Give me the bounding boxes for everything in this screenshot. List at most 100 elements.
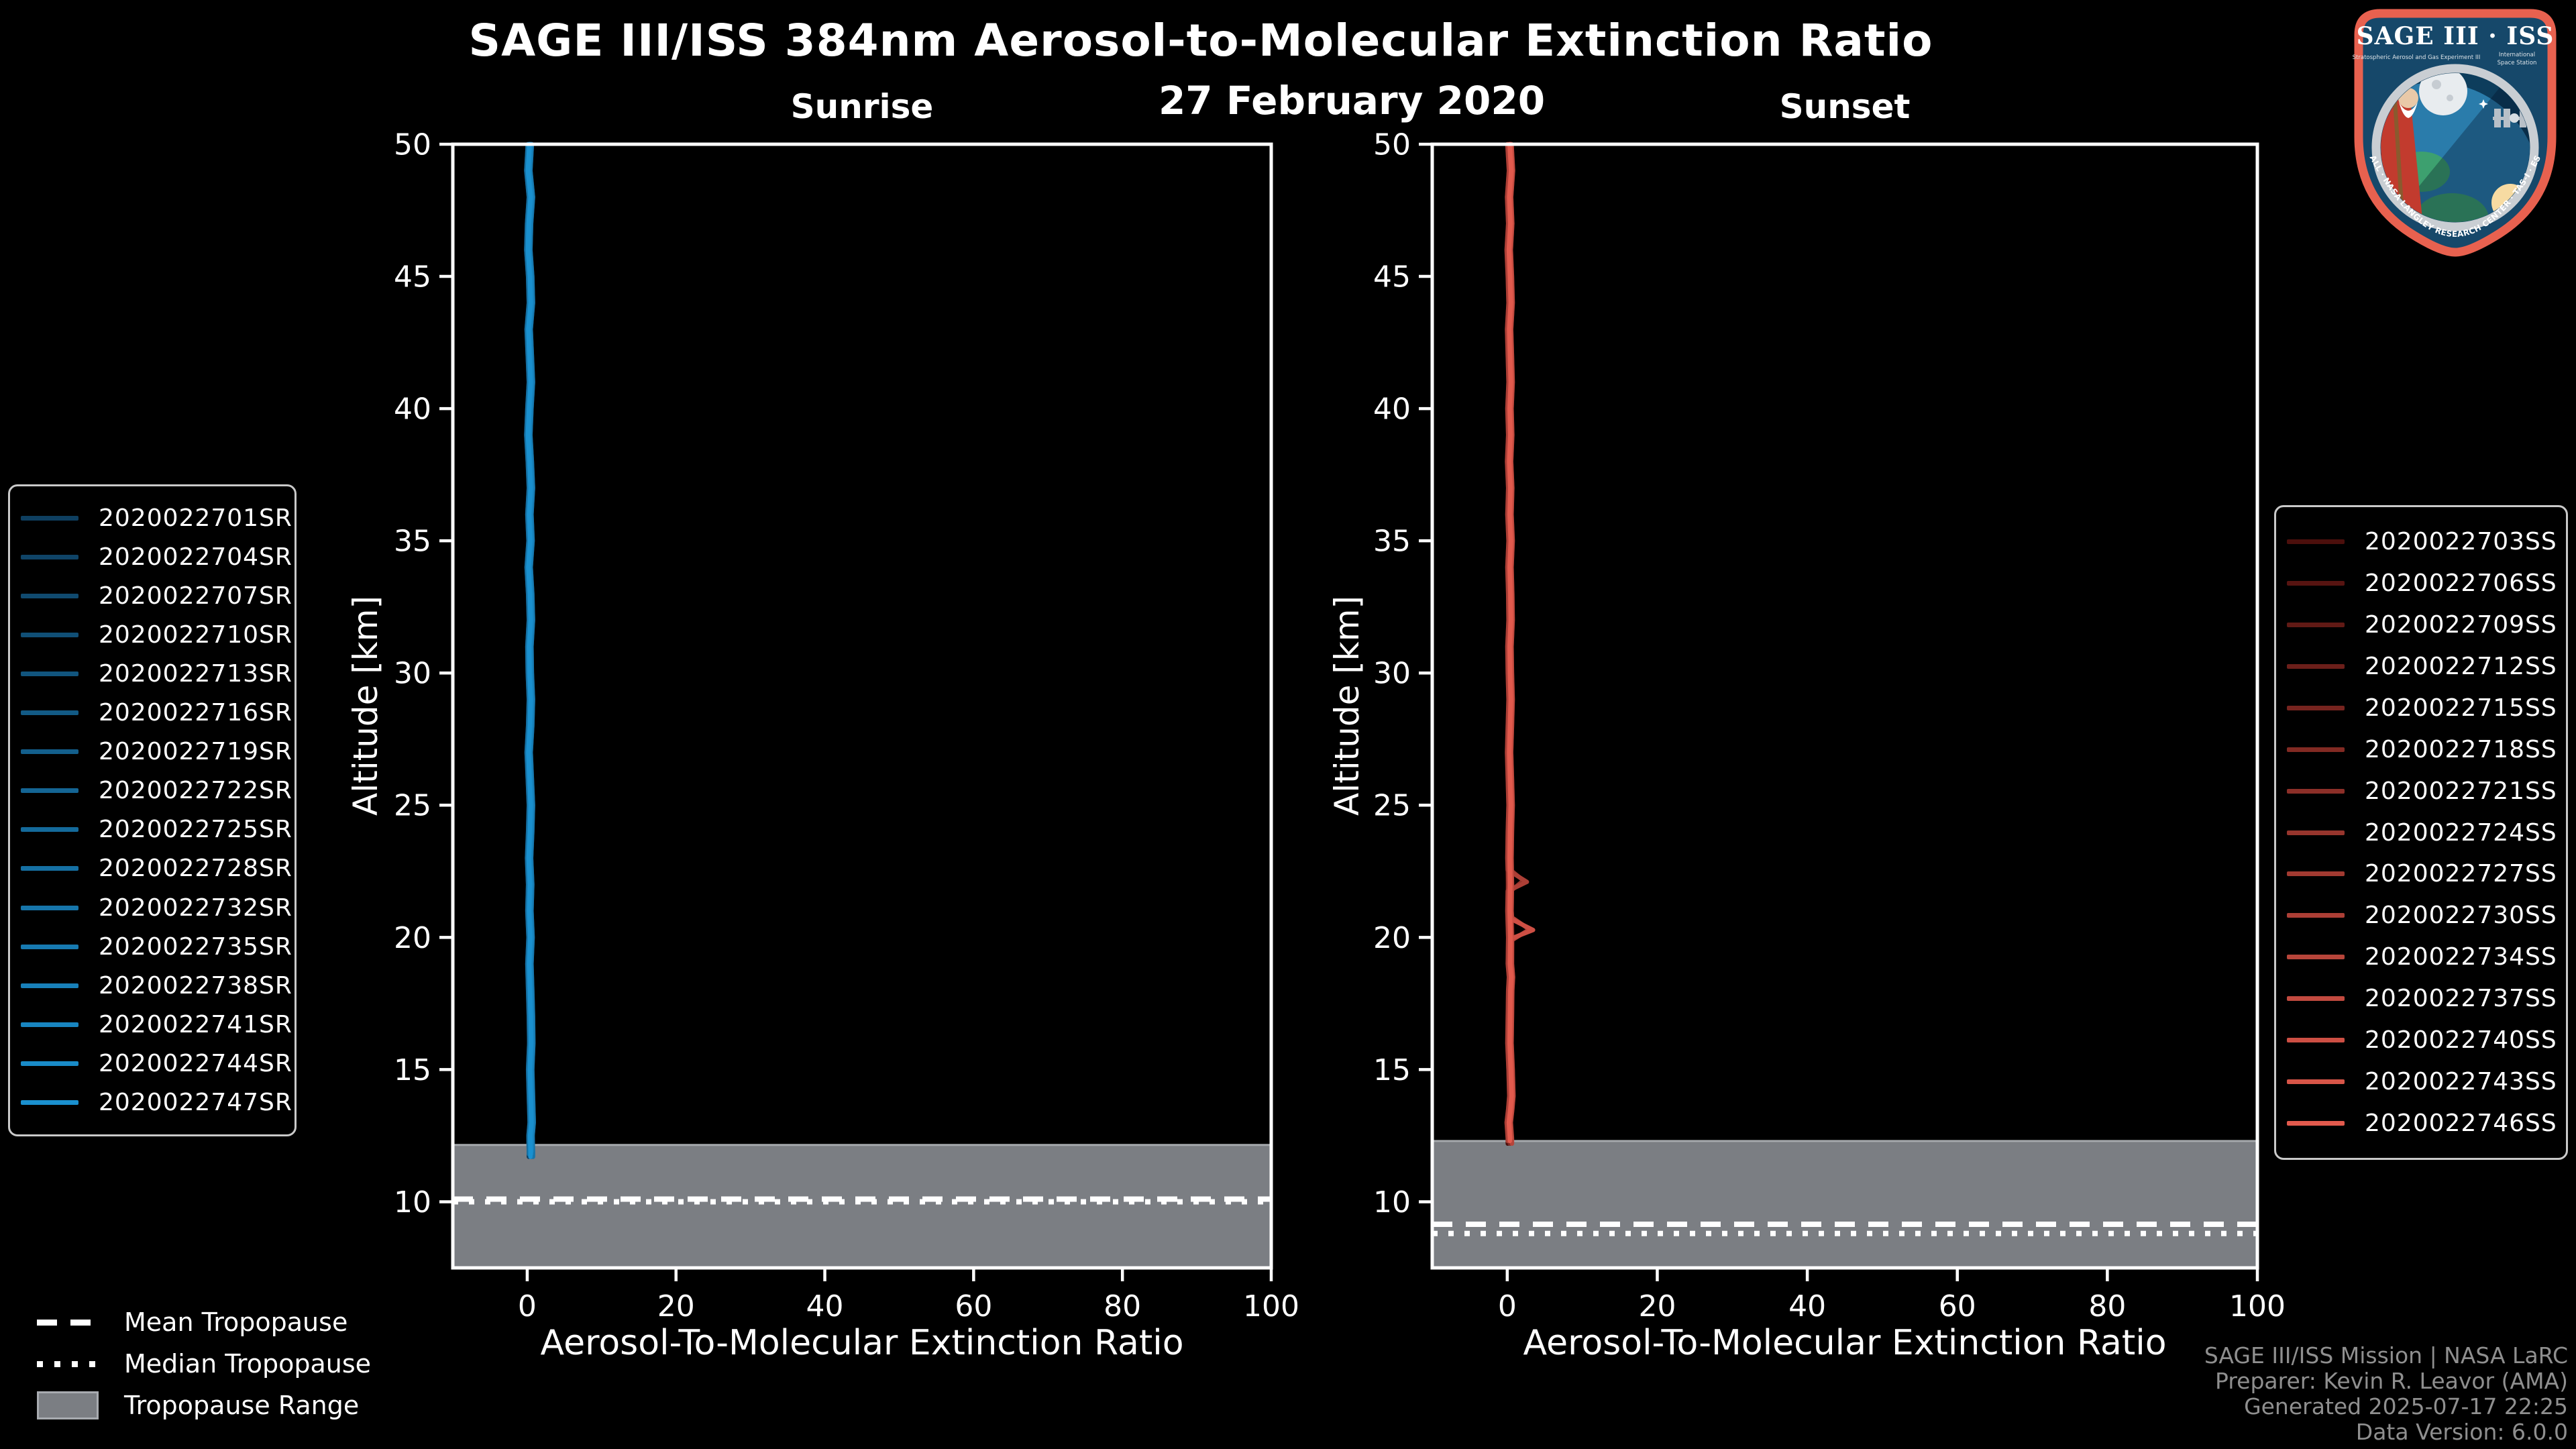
moon: [2419, 73, 2467, 115]
legend-item: 2020022713SR: [10, 660, 294, 688]
legend-item: 2020022724SS: [2276, 819, 2566, 847]
sunset-x-axis-label: Aerosol-To-Molecular Extinction Ratio: [1523, 1323, 2167, 1363]
y-tick-label: 10: [1373, 1185, 1411, 1220]
x-tick-label: 80: [2088, 1289, 2126, 1324]
legend-line-swatch: [2287, 1079, 2345, 1085]
legend-line-swatch: [2287, 830, 2345, 835]
legend-item: 2020022715SS: [2276, 694, 2566, 722]
legend-line-swatch: [2287, 788, 2345, 794]
legend-item: 2020022703SS: [2276, 528, 2566, 555]
y-tick-label: 20: [394, 921, 431, 955]
legend-item: 2020022737SS: [2276, 985, 2566, 1012]
plot-frame: [451, 142, 1273, 1270]
x-tick-label: 60: [1939, 1289, 1976, 1324]
legend-line-swatch: [2287, 705, 2345, 710]
legend-item: 2020022701SR: [10, 504, 294, 532]
legend-item: 2020022730SS: [2276, 902, 2566, 929]
legend-item: 2020022747SR: [10, 1089, 294, 1116]
legend-item-label: 2020022730SS: [2365, 902, 2557, 930]
tropopause-range-band: [453, 1144, 1271, 1268]
x-tick-label: 0: [518, 1289, 537, 1324]
sunrise-event-legend: 2020022701SR 2020022704SR 2020022707SR 2020…: [8, 484, 297, 1136]
sunset-y-axis-label: Altitude [km]: [1328, 596, 1366, 816]
legend-item: 2020022734SS: [2276, 943, 2566, 971]
mean-tropopause-label: Mean Tropopause: [124, 1307, 348, 1337]
legend-line-swatch: [2287, 955, 2345, 960]
mission-credit: SAGE III/ISS Mission | NASA LaRC: [2204, 1342, 2568, 1368]
logo-subtitle-left: Stratospheric Aerosol and Gas Experiment…: [2353, 54, 2481, 61]
legend-line-swatch: [21, 788, 78, 794]
legend-item: 2020022725SR: [10, 816, 294, 843]
legend-item: 2020022719SR: [10, 738, 294, 765]
legend-line-swatch: [21, 633, 78, 638]
sunset-event-legend: 2020022703SS 2020022706SS 2020022709SS 2020…: [2274, 505, 2568, 1160]
x-tick-label: 60: [955, 1289, 992, 1324]
legend-item-label: 2020022725SR: [99, 816, 292, 844]
sunrise-panel-title: Sunrise: [790, 87, 934, 126]
legend-line-swatch: [2287, 996, 2345, 1002]
tropopause-range-label: Tropopause Range: [124, 1391, 360, 1420]
legend-item: 2020022721SS: [2276, 777, 2566, 805]
legend-item: 2020022706SS: [2276, 570, 2566, 597]
legend-item-label: 2020022746SS: [2365, 1110, 2557, 1138]
legend-item-label: 2020022703SS: [2365, 527, 2557, 555]
legend-item: 2020022716SR: [10, 699, 294, 727]
legend-item-label: 2020022704SR: [99, 543, 292, 572]
legend-item-label: 2020022715SS: [2365, 694, 2557, 722]
legend-item-label: 2020022732SR: [99, 894, 292, 922]
legend-line-swatch: [21, 1061, 78, 1066]
legend-item: 2020022727SS: [2276, 860, 2566, 888]
legend-item: 2020022722SR: [10, 777, 294, 804]
legend-item-label: 2020022735SR: [99, 932, 292, 961]
earth-land: [2415, 193, 2489, 222]
legend-line-swatch: [2287, 747, 2345, 752]
y-tick-label: 45: [1373, 260, 1411, 294]
moon-crater: [2432, 80, 2441, 89]
plot-frame: [1430, 142, 2259, 1270]
legend-item-label: 2020022737SS: [2365, 985, 2557, 1013]
legend-line-swatch: [21, 983, 78, 988]
legend-item: 2020022740SS: [2276, 1026, 2566, 1054]
x-tick-label: 100: [1243, 1289, 1299, 1324]
sunset-panel-title: Sunset: [1779, 87, 1911, 126]
legend-item-label: 2020022716SR: [99, 699, 292, 727]
legend-line-swatch: [21, 594, 78, 599]
y-tick-label: 45: [394, 260, 431, 294]
y-tick-label: 50: [1373, 127, 1411, 162]
y-tick-label: 10: [394, 1185, 431, 1220]
legend-item: 2020022728SR: [10, 855, 294, 882]
sunrise-plot: 0 20 40 60 80 100 10 15 20 25 30 35 40 45 50: [394, 127, 1299, 1324]
dashed-line-swatch: [37, 1319, 99, 1326]
x-tick-label: 100: [2229, 1289, 2286, 1324]
legend-item: 2020022710SR: [10, 621, 294, 649]
legend-item-label: 2020022721SS: [2365, 777, 2557, 805]
legend-item-label: 2020022713SR: [99, 660, 292, 688]
legend-item-label: 2020022718SS: [2365, 735, 2557, 763]
legend-line-swatch: [21, 672, 78, 677]
data-version: Data Version: 6.0.0: [2355, 1419, 2568, 1445]
legend-item-label: 2020022707SR: [99, 582, 292, 610]
iss: [2493, 109, 2530, 127]
legend-item: 2020022746SS: [2276, 1110, 2566, 1137]
legend-item: 2020022735SR: [10, 933, 294, 961]
legend-line-swatch: [21, 1022, 78, 1027]
y-tick-label: 15: [1373, 1053, 1411, 1087]
tropopause-range-legend-item: Tropopause Range: [37, 1390, 371, 1421]
legend-item-label: 2020022712SS: [2365, 652, 2557, 680]
preparer-credit: Preparer: Kevin R. Leavor (AMA): [2215, 1368, 2568, 1394]
y-tick-label: 25: [1373, 789, 1411, 823]
legend-line-swatch: [21, 710, 78, 716]
legend-item: 2020022732SR: [10, 894, 294, 922]
sunrise-x-axis-label: Aerosol-To-Molecular Extinction Ratio: [540, 1323, 1184, 1363]
mean-tropopause-legend-item: Mean Tropopause: [37, 1307, 371, 1338]
legend-line-swatch: [21, 866, 78, 871]
legend-item-label: 2020022738SR: [99, 971, 292, 1000]
sunset-plot: 0 20 40 60 80 100 10 15 20 25 30 35 40 45 50: [1373, 127, 2286, 1324]
legend-item: 2020022704SR: [10, 543, 294, 571]
legend-line-swatch: [2287, 622, 2345, 627]
legend-item-label: 2020022710SR: [99, 621, 292, 649]
moon-crater: [2447, 95, 2453, 101]
legend-item: 2020022741SR: [10, 1011, 294, 1038]
profile-line-2020022746SS: [1506, 142, 1514, 1144]
